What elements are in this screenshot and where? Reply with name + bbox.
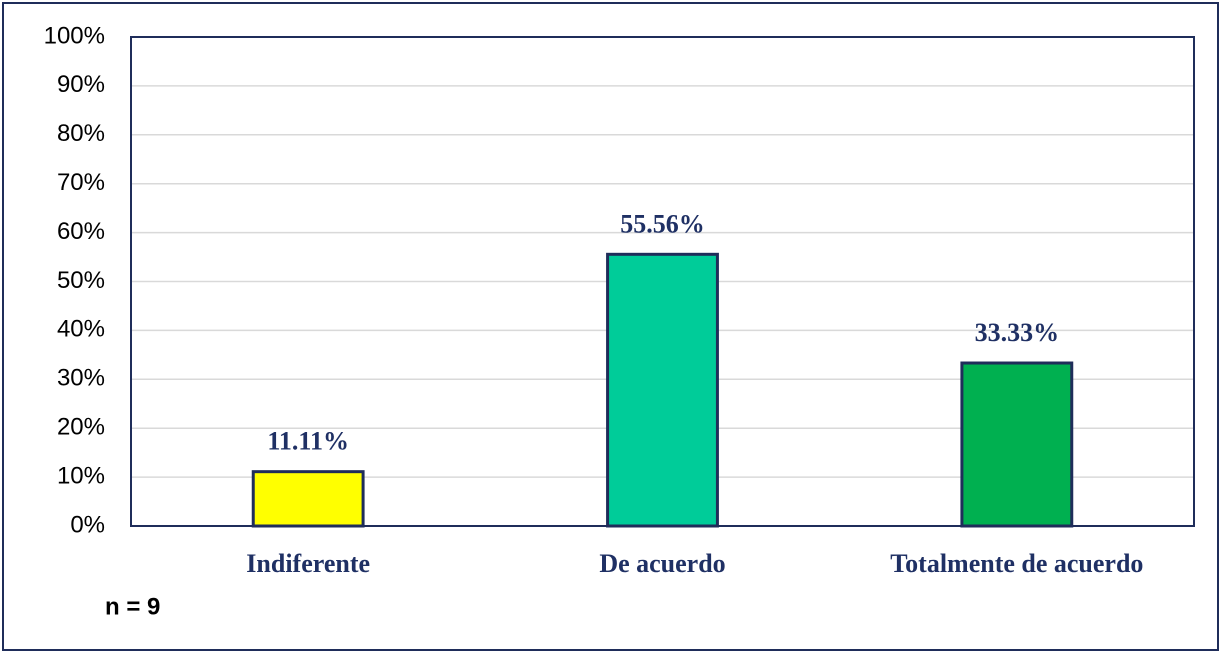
bar: [960, 361, 1074, 528]
annotation: n = 9: [105, 593, 160, 620]
bar: [251, 470, 365, 528]
y-tick-label: 100%: [44, 22, 105, 49]
y-tick-label: 40%: [57, 316, 105, 343]
y-tick-label: 20%: [57, 414, 105, 441]
y-tick-label: 70%: [57, 169, 105, 196]
y-tick-label: 30%: [57, 365, 105, 392]
y-tick-label: 50%: [57, 267, 105, 294]
x-tick-label: De acuerdo: [599, 549, 725, 578]
y-tick-label: 90%: [57, 71, 105, 98]
value-label: 11.11%: [267, 427, 349, 456]
y-tick-label: 0%: [70, 511, 105, 538]
y-tick-label: 10%: [57, 462, 105, 489]
value-label: 55.56%: [620, 209, 705, 238]
bar: [606, 252, 719, 528]
value-label: 33.33%: [975, 318, 1060, 347]
x-tick-label: Indiferente: [246, 549, 370, 578]
x-tick-label: Totalmente de acuerdo: [890, 549, 1143, 578]
y-tick-label: 60%: [57, 218, 105, 245]
y-tick-label: 80%: [57, 120, 105, 147]
